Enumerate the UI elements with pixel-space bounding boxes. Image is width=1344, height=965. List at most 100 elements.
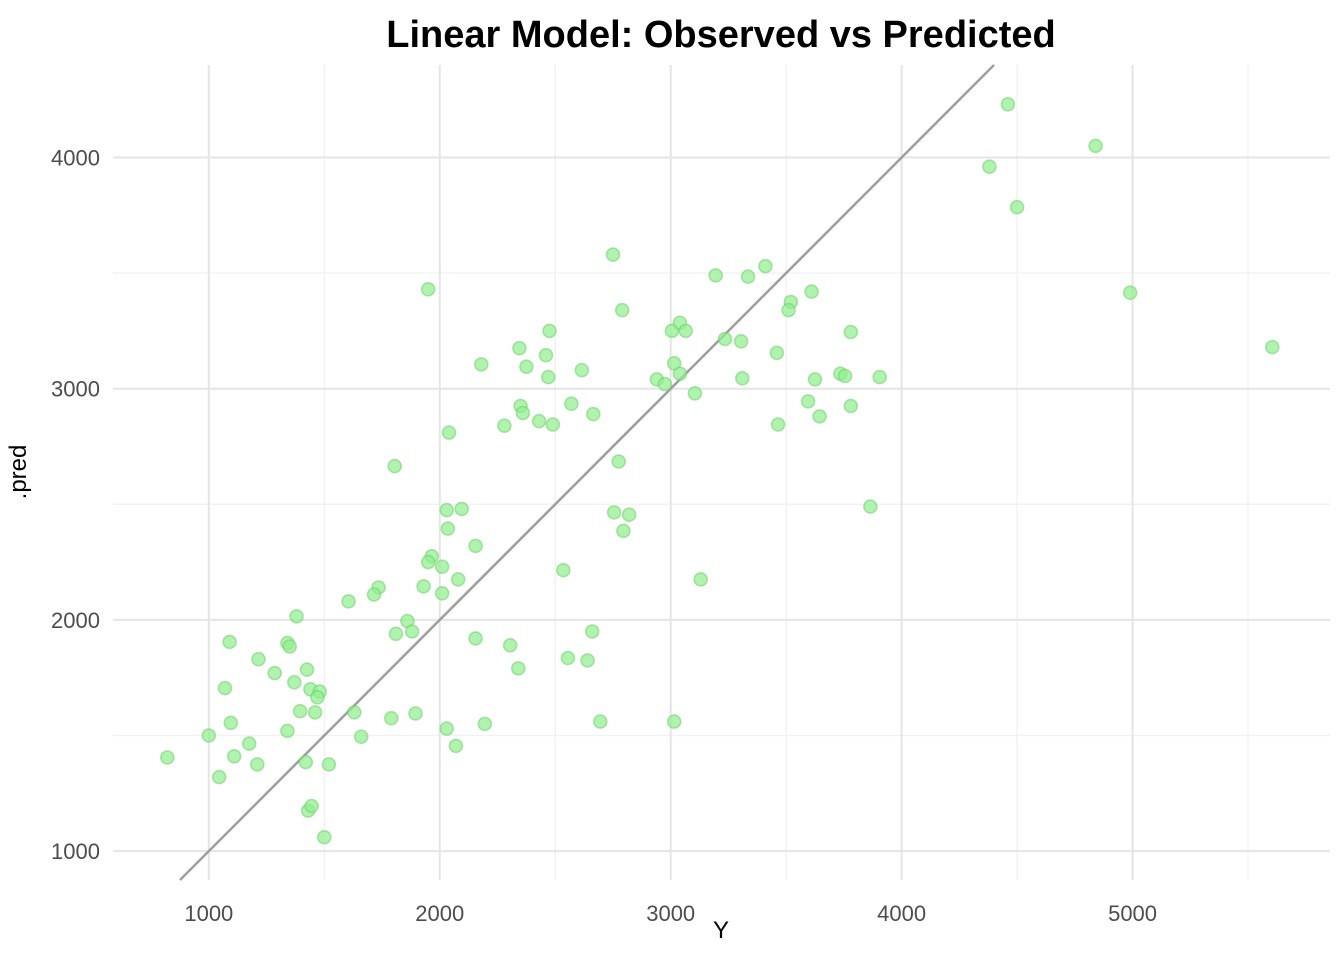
scatter-point [448, 738, 464, 754]
scatter-point [515, 405, 531, 421]
scatter-point [289, 609, 304, 624]
scatter-point [812, 409, 827, 424]
scatter-point [497, 418, 512, 434]
scatter-point [304, 798, 319, 814]
scatter-point [439, 502, 455, 518]
scatter-point [580, 653, 595, 668]
x-tick-label: 5000 [1108, 901, 1157, 926]
scatter-point [241, 736, 257, 751]
scatter-point [616, 523, 631, 539]
minor-gridlines [113, 65, 1330, 880]
scatter-point [434, 559, 450, 575]
chart-title: Linear Model: Observed vs Predicted [386, 14, 1055, 56]
scatter-point [286, 674, 302, 690]
scatter-point [341, 594, 356, 609]
y-tick-label: 1000 [51, 839, 100, 864]
scatter-point [542, 323, 557, 339]
scatter-point [510, 661, 526, 676]
scatter-point [837, 368, 853, 384]
scatter-point [251, 651, 266, 667]
scatter-point [420, 281, 436, 297]
scatter-point [468, 631, 483, 646]
scatter-point [353, 729, 369, 745]
scatter-point [540, 369, 556, 385]
x-tick-label: 2000 [415, 901, 464, 926]
scatter-point [280, 723, 295, 739]
x-tick-label: 1000 [184, 901, 233, 926]
scatter-point [863, 499, 878, 514]
scatter-point [872, 369, 888, 385]
scatter-point [657, 376, 673, 392]
scatter-point [693, 572, 709, 587]
scatter-point [585, 406, 601, 422]
scatter-point [366, 587, 382, 602]
scatter-point [592, 714, 608, 729]
x-axis-label: Y [713, 917, 729, 944]
y-axis-label: .pred [5, 445, 32, 500]
scatter-point [408, 706, 423, 721]
scatter-point [678, 323, 694, 339]
scatter-point [666, 714, 682, 729]
scatter-point [804, 284, 819, 299]
scatter-point [307, 705, 323, 720]
scatter-point [512, 340, 527, 356]
scatter-point [440, 521, 456, 536]
scatter-point [387, 458, 403, 474]
scatter-point [734, 370, 750, 386]
scatter-point [843, 324, 859, 340]
scatter-point [226, 748, 242, 764]
scatter-point [781, 302, 796, 318]
scatter-point [621, 507, 637, 523]
scatter-point [611, 454, 627, 469]
scatter-point [769, 345, 785, 361]
scatter-point [807, 372, 823, 387]
scatter-point [740, 269, 756, 284]
y-tick-label: 4000 [51, 145, 100, 170]
scatter-points [160, 97, 1280, 845]
scatter-point [758, 258, 773, 274]
scatter-point [531, 413, 547, 429]
tick-labels: 1000 2000 3000 4000 5000 1000 2000 3000 4000 [51, 145, 1157, 926]
scatter-point [282, 639, 298, 654]
scatter-point [733, 333, 749, 349]
scatter-point [217, 680, 233, 696]
scatter-point [982, 159, 997, 174]
scatter-point [564, 396, 579, 412]
scatter-point [439, 721, 455, 736]
scatter-point [502, 637, 518, 653]
y-tick-label: 3000 [51, 377, 100, 402]
scatter-point [468, 538, 483, 554]
scatter-point [574, 362, 590, 378]
scatter-point [441, 425, 457, 440]
scatter-point [1122, 285, 1138, 301]
scatter-point [434, 585, 450, 601]
scatter-point [383, 710, 399, 726]
scatter-point [1265, 339, 1280, 355]
scatter-point [708, 268, 724, 283]
scatter-point [800, 394, 816, 409]
scatter-point [606, 505, 622, 520]
scatter-point [605, 247, 621, 262]
scatter-point [299, 662, 315, 677]
scatter-point [687, 385, 703, 401]
scatter-point [222, 634, 237, 650]
scatter-point [477, 716, 493, 732]
major-gridlines [113, 65, 1330, 880]
scatter-point [346, 705, 362, 720]
y-tick-label: 2000 [51, 608, 100, 633]
scatter-point [292, 703, 308, 719]
scatter-point [672, 366, 688, 382]
scatter-point [249, 757, 265, 772]
scatter-point [416, 579, 431, 594]
scatter-point [614, 302, 630, 318]
scatter-point [404, 624, 420, 639]
scatter-point [1009, 199, 1025, 215]
scatter-point [560, 650, 576, 666]
scatter-point [545, 417, 561, 432]
scatter-point [1088, 138, 1103, 154]
scatter-point [267, 665, 283, 681]
x-tick-label: 4000 [877, 901, 926, 926]
scatter-point [843, 398, 859, 414]
scatter-point [201, 728, 217, 743]
